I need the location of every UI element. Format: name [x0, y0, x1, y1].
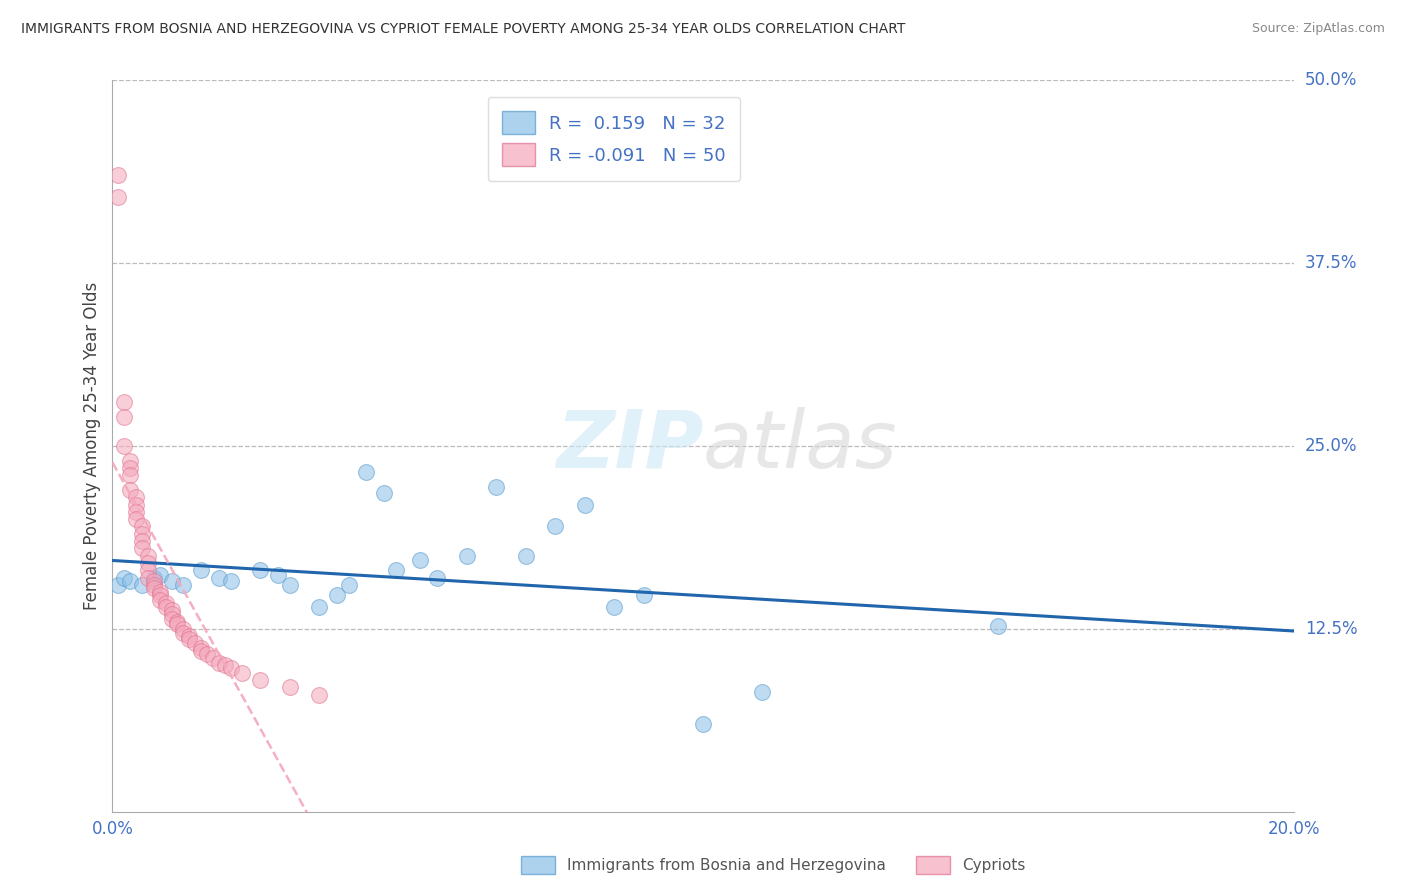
- Point: [219, 661, 242, 675]
- Point: [120, 483, 142, 497]
- Point: [149, 592, 172, 607]
- Point: [107, 169, 129, 183]
- Text: 25.0%: 25.0%: [1305, 437, 1357, 455]
- Point: [131, 534, 153, 549]
- Point: [308, 688, 330, 702]
- Point: [190, 644, 212, 658]
- Text: 37.5%: 37.5%: [1305, 254, 1357, 272]
- Point: [166, 615, 188, 629]
- Point: [131, 519, 153, 533]
- Point: [208, 656, 231, 670]
- Point: [426, 571, 449, 585]
- Point: [125, 498, 148, 512]
- Point: [155, 599, 177, 614]
- Point: [136, 549, 159, 563]
- Point: [408, 553, 430, 567]
- Point: [125, 512, 148, 526]
- Point: [131, 541, 153, 556]
- Point: [373, 485, 395, 500]
- Point: [112, 571, 135, 585]
- Point: [987, 619, 1010, 633]
- Point: [179, 632, 201, 646]
- Point: [456, 549, 478, 563]
- Text: IMMIGRANTS FROM BOSNIA AND HERZEGOVINA VS CYPRIOT FEMALE POVERTY AMONG 25-34 YEA: IMMIGRANTS FROM BOSNIA AND HERZEGOVINA V…: [21, 22, 905, 37]
- Point: [574, 498, 596, 512]
- Point: [107, 578, 129, 592]
- Point: [219, 574, 242, 588]
- Point: [544, 519, 567, 533]
- Point: [633, 588, 655, 602]
- Point: [160, 612, 183, 626]
- Point: [131, 526, 153, 541]
- Point: [337, 578, 360, 592]
- Point: [692, 717, 714, 731]
- Point: [184, 636, 207, 650]
- Point: [120, 574, 142, 588]
- Point: [136, 563, 159, 577]
- Point: [112, 409, 135, 424]
- Point: [249, 563, 271, 577]
- Point: [142, 571, 165, 585]
- Point: [120, 461, 142, 475]
- Point: [172, 622, 194, 636]
- Text: 50.0%: 50.0%: [1305, 71, 1357, 89]
- Point: [515, 549, 537, 563]
- Legend: Immigrants from Bosnia and Herzegovina, Cypriots: Immigrants from Bosnia and Herzegovina, …: [515, 850, 1032, 880]
- Text: 12.5%: 12.5%: [1305, 620, 1357, 638]
- Point: [231, 665, 253, 680]
- Point: [166, 617, 188, 632]
- Point: [308, 599, 330, 614]
- Point: [149, 567, 172, 582]
- Text: atlas: atlas: [703, 407, 898, 485]
- Point: [136, 571, 159, 585]
- Point: [214, 658, 236, 673]
- Point: [603, 599, 626, 614]
- Text: ZIP: ZIP: [555, 407, 703, 485]
- Point: [751, 685, 773, 699]
- Legend: R =  0.159   N = 32, R = -0.091   N = 50: R = 0.159 N = 32, R = -0.091 N = 50: [488, 96, 740, 181]
- Point: [107, 190, 129, 204]
- Point: [201, 651, 224, 665]
- Point: [125, 505, 148, 519]
- Point: [278, 681, 301, 695]
- Point: [149, 585, 172, 599]
- Point: [172, 578, 194, 592]
- Point: [172, 626, 194, 640]
- Point: [136, 556, 159, 570]
- Y-axis label: Female Poverty Among 25-34 Year Olds: Female Poverty Among 25-34 Year Olds: [83, 282, 101, 610]
- Point: [142, 574, 165, 588]
- Point: [120, 453, 142, 467]
- Point: [155, 595, 177, 609]
- Point: [267, 567, 290, 582]
- Point: [190, 563, 212, 577]
- Point: [125, 490, 148, 504]
- Point: [208, 571, 231, 585]
- Point: [142, 581, 165, 595]
- Point: [142, 578, 165, 592]
- Point: [249, 673, 271, 687]
- Point: [485, 480, 508, 494]
- Point: [149, 588, 172, 602]
- Point: [160, 607, 183, 622]
- Point: [112, 439, 135, 453]
- Point: [326, 588, 349, 602]
- Point: [120, 468, 142, 483]
- Point: [190, 640, 212, 655]
- Point: [179, 629, 201, 643]
- Point: [160, 603, 183, 617]
- Text: Source: ZipAtlas.com: Source: ZipAtlas.com: [1251, 22, 1385, 36]
- Point: [160, 574, 183, 588]
- Point: [356, 466, 378, 480]
- Point: [195, 647, 218, 661]
- Point: [278, 578, 301, 592]
- Point: [112, 395, 135, 409]
- Point: [131, 578, 153, 592]
- Point: [385, 563, 408, 577]
